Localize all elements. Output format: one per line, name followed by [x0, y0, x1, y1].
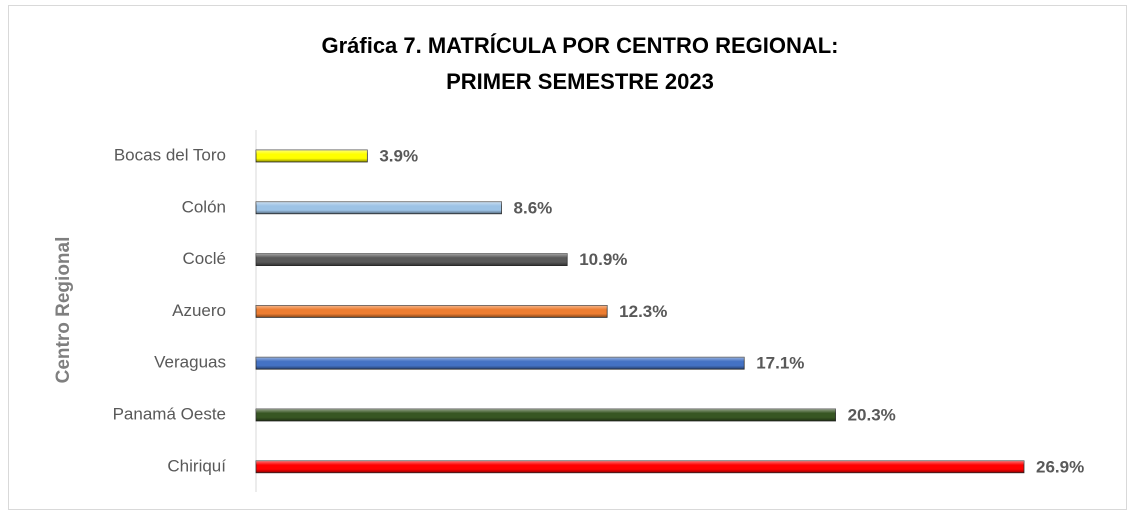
bar-bevel	[256, 409, 836, 421]
y-tick-label: Panamá Oeste	[113, 404, 226, 423]
bar-bevel	[256, 150, 368, 162]
bar-bevel	[256, 460, 1024, 473]
y-tick-label: Azuero	[172, 301, 226, 320]
bar-bevel	[256, 253, 568, 266]
y-tick-label: Veraguas	[154, 353, 226, 372]
data-label: 26.9%	[1036, 457, 1084, 476]
chart-title: Gráfica 7. MATRÍCULA POR CENTRO REGIONAL…	[321, 33, 838, 58]
chart-title: PRIMER SEMESTRE 2023	[446, 69, 714, 94]
data-label: 12.3%	[619, 302, 667, 321]
data-label: 8.6%	[514, 198, 553, 217]
bar-bevel	[256, 201, 502, 214]
bar-bevel	[256, 357, 745, 370]
bar-bevel	[256, 305, 608, 318]
y-axis-label: Centro Regional	[53, 237, 74, 384]
y-tick-label: Colón	[182, 197, 226, 216]
data-label: 17.1%	[756, 354, 804, 373]
data-label: 3.9%	[379, 146, 418, 165]
data-label: 20.3%	[848, 405, 896, 424]
y-tick-label: Chiriquí	[167, 456, 226, 475]
y-tick-label: Coclé	[183, 249, 226, 268]
y-tick-label: Bocas del Toro	[114, 145, 226, 164]
data-label: 10.9%	[579, 250, 627, 269]
